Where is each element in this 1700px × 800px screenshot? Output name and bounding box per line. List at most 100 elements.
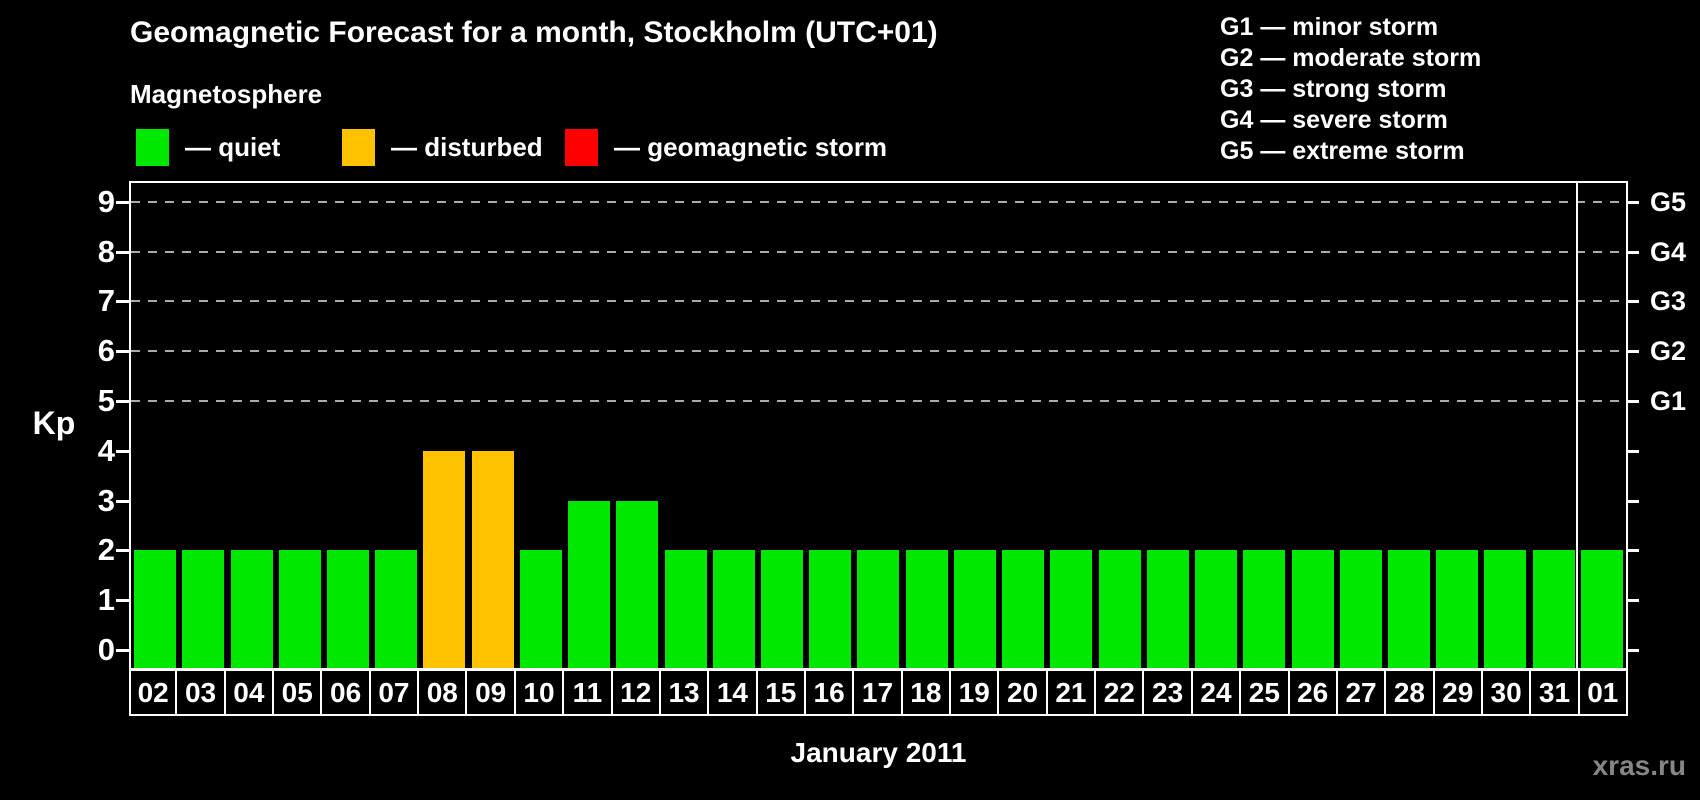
kp-bar-day-18 (905, 550, 948, 668)
bar-slot-30 (1481, 183, 1529, 668)
kp-bar-day-27 (1339, 550, 1382, 668)
gridline-kp8 (131, 250, 1626, 253)
bar-slot-22 (1096, 183, 1144, 668)
bar-slot-31 (1530, 183, 1578, 668)
day-label-11: 11 (564, 669, 613, 716)
y-tick-right-6 (1626, 350, 1639, 354)
kp-bar-day-03 (182, 550, 225, 668)
kp-bar-day-12 (616, 501, 659, 668)
bar-slot-08 (420, 183, 468, 668)
day-label-09: 09 (467, 669, 516, 716)
y-tick-left-0 (116, 649, 129, 652)
bar-slot-19 (951, 183, 999, 668)
bar-slot-07 (372, 183, 420, 668)
kp-bar-day-07 (375, 550, 418, 668)
y-axis-label-2: 2 (97, 532, 115, 568)
kp-bar-day-06 (327, 550, 369, 668)
kp-bar-day-31 (1532, 550, 1575, 668)
storm-scale-row: G5 — extreme storm (1220, 137, 1465, 165)
day-label-08: 08 (419, 669, 468, 716)
bar-slot-13 (661, 183, 709, 668)
kp-bar-day-11 (568, 501, 611, 668)
chart-title: Geomagnetic Forecast for a month, Stockh… (130, 16, 938, 49)
y-tick-right-2 (1626, 549, 1639, 553)
bar-slot-02 (131, 183, 179, 668)
day-label-07: 07 (370, 669, 420, 716)
bar-slot-28 (1385, 183, 1433, 668)
y-tick-right-3 (1626, 499, 1639, 503)
right-axis-label-g5: G5 (1650, 186, 1687, 217)
kp-bar-day-15 (761, 550, 804, 668)
gridline-kp6 (131, 350, 1626, 353)
day-label-12: 12 (612, 669, 661, 716)
storm-scale-row: G2 — moderate storm (1220, 44, 1482, 72)
x-axis-day-labels: 02 03 04 05 06 07 08 09 10 11 12 13 14 15 16 17 18 19 20 21… (129, 669, 1628, 716)
legend-heading: Magnetosphere (130, 79, 323, 109)
legend-item-quiet: — quiet (136, 127, 280, 167)
day-label-13: 13 (660, 669, 710, 716)
y-axis-label-3: 3 (97, 482, 115, 518)
y-tick-right-7 (1626, 300, 1639, 304)
bar-slot-27 (1337, 183, 1385, 668)
bar-slot-04 (227, 183, 275, 668)
day-label-31: 31 (1531, 669, 1580, 716)
bar-slot-26 (1288, 183, 1336, 668)
bar-slot-06 (324, 183, 372, 668)
y-tick-left-5 (116, 400, 129, 403)
y-tick-left-1 (116, 599, 129, 603)
day-label-05: 05 (274, 669, 323, 716)
bar-slot-14 (710, 183, 758, 668)
day-label-30: 30 (1482, 669, 1532, 716)
bar-slot-17 (854, 183, 902, 668)
bar-slot-21 (1047, 183, 1095, 668)
kp-bar-day-21 (1050, 550, 1093, 668)
kp-bar-day-30 (1484, 550, 1527, 668)
day-label-06: 06 (322, 669, 371, 716)
plot-canvas: 0 1 2 3 4 5 6 7 8 9 G1 G2 G3 G4 G5 (98, 183, 1686, 668)
day-label-18: 18 (902, 669, 952, 716)
kp-bar-day-04 (230, 550, 273, 668)
y-tick-right-0 (1626, 649, 1639, 652)
gridline-kp5 (131, 400, 1626, 402)
day-label-28: 28 (1386, 669, 1435, 716)
month-separator-line (1575, 183, 1578, 668)
bar-slot-18 (903, 183, 951, 668)
bar-slot-20 (999, 183, 1047, 668)
kp-bar-day-25 (1243, 550, 1286, 668)
kp-bar-day-09 (471, 451, 514, 668)
bars-layer (131, 183, 1626, 668)
bar-slot-15 (758, 183, 806, 668)
quiet-color-swatch (136, 128, 169, 166)
kp-bar-day-16 (809, 550, 852, 668)
gridline-kp9 (131, 200, 1626, 203)
kp-bar-day-24 (1195, 550, 1238, 668)
day-label-17: 17 (854, 669, 903, 716)
y-tick-left-7 (116, 300, 129, 304)
day-label-22: 22 (1096, 669, 1145, 716)
y-tick-left-4 (116, 449, 129, 453)
kp-bar-day-01 (1580, 550, 1623, 668)
day-label-23: 23 (1144, 669, 1193, 716)
right-axis-label-g2: G2 (1650, 336, 1687, 367)
y-tick-right-9 (1626, 200, 1639, 204)
y-tick-left-8 (116, 250, 129, 254)
legend-item-label: — quiet (185, 131, 281, 162)
day-label-10: 10 (515, 669, 565, 716)
storm-scale-row: G4 — severe storm (1220, 106, 1448, 134)
kp-bar-day-05 (278, 550, 321, 668)
bar-slot-10 (517, 183, 565, 668)
disturbed-color-swatch (342, 128, 375, 166)
y-tick-right-5 (1626, 400, 1639, 403)
y-axis-label-5: 5 (97, 383, 115, 418)
right-axis-label-g4: G4 (1650, 236, 1687, 267)
day-label-21: 21 (1047, 669, 1097, 716)
kp-bar-day-19 (953, 550, 996, 668)
legend-item-disturbed: — disturbed (342, 127, 543, 167)
kp-bar-day-14 (712, 550, 755, 668)
kp-bar-day-22 (1098, 550, 1141, 668)
y-axis-label-4: 4 (97, 432, 115, 468)
bar-slot-16 (806, 183, 854, 668)
bar-slot-05 (276, 183, 324, 668)
watermark: xras.ru (1592, 750, 1686, 781)
kp-bar-day-23 (1146, 550, 1189, 668)
